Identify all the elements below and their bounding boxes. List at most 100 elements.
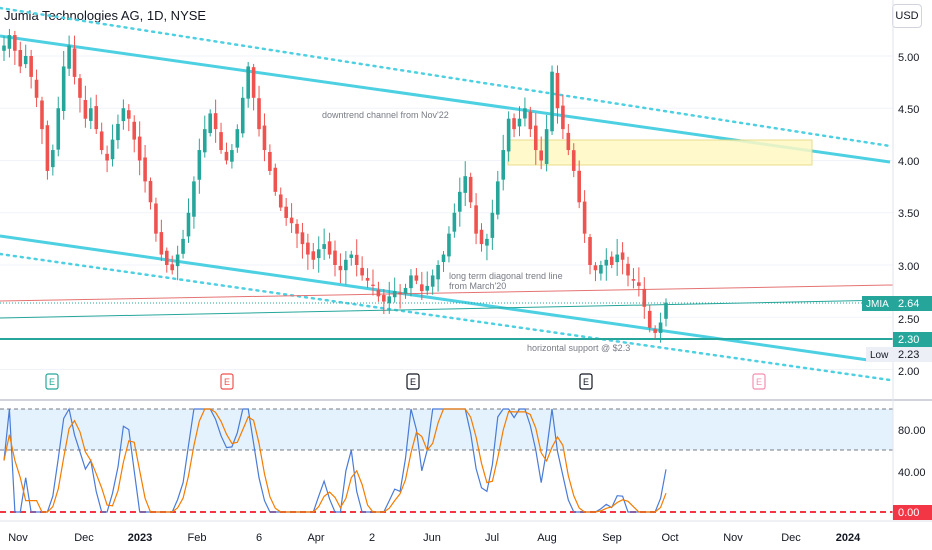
candle — [213, 113, 218, 130]
candle — [34, 79, 39, 98]
candle — [23, 56, 28, 65]
candle — [159, 232, 164, 255]
candle — [620, 252, 625, 260]
earnings-marker-3[interactable]: E — [406, 373, 420, 390]
candle — [121, 108, 126, 122]
low-label: Low — [870, 350, 889, 361]
candle — [479, 229, 484, 245]
channel-upper-dotted-line[interactable] — [0, 6, 892, 148]
support-price-label[interactable]: 2.30 — [893, 332, 932, 347]
candle — [13, 35, 17, 51]
candle — [420, 284, 424, 292]
candle — [7, 35, 12, 49]
candle — [599, 265, 603, 274]
candle — [67, 45, 71, 69]
candle — [56, 108, 61, 150]
candle — [501, 150, 506, 180]
candle — [414, 275, 419, 281]
candle — [533, 125, 538, 151]
candle — [447, 233, 451, 257]
candle — [257, 98, 261, 130]
candle — [127, 110, 131, 119]
x-tick-label: Sep — [602, 532, 622, 544]
candle — [571, 150, 576, 171]
support-value-label: 2.30 — [898, 334, 919, 346]
candle — [78, 78, 82, 98]
candle — [577, 170, 581, 203]
candle — [311, 251, 316, 260]
candle — [208, 113, 212, 134]
candle — [273, 167, 278, 192]
y-tick-label: 5.00 — [898, 52, 919, 64]
candle — [637, 282, 641, 286]
candle — [181, 238, 185, 254]
candle — [398, 292, 402, 295]
resistance-zone[interactable] — [507, 139, 813, 166]
candle — [316, 249, 321, 259]
candle — [94, 106, 99, 130]
candle — [566, 132, 571, 151]
oscillator-value-label[interactable]: 0.00 — [893, 505, 932, 520]
candle — [436, 265, 440, 280]
earnings-marker-5[interactable]: E — [752, 373, 766, 390]
low-value-label: 2.23 — [898, 349, 919, 361]
candle — [132, 121, 137, 140]
candle — [300, 232, 305, 245]
channel-lower-line[interactable] — [0, 234, 869, 362]
low-price-label[interactable]: Low 2.23 — [866, 347, 932, 362]
candle — [664, 302, 668, 319]
x-tick-label: Jun — [423, 532, 441, 544]
time-axis[interactable]: Nov Dec 2023 Feb 6 Apr 2 Jun Jul Aug Sep Oct Nov Dec 2… — [8, 532, 861, 544]
candle — [219, 132, 223, 151]
earnings-marker-label: E — [49, 377, 55, 387]
annotation-trend-line-2: from March'20 — [449, 281, 506, 291]
candle — [116, 123, 120, 141]
candle — [653, 329, 657, 333]
oscillator-k-line — [3, 407, 667, 513]
last-price-label: 2.64 — [898, 298, 919, 310]
candle — [240, 97, 245, 134]
candle — [61, 66, 66, 112]
candle — [175, 254, 180, 267]
x-tick-label: Nov — [8, 532, 28, 544]
symbol-price-label[interactable]: JMIA 2.64 — [862, 296, 932, 311]
candle — [463, 176, 468, 193]
candle — [528, 111, 533, 130]
candle — [284, 206, 288, 218]
currency-selector[interactable]: USD — [892, 4, 922, 28]
candle — [555, 72, 560, 109]
oscillator-d-line — [3, 408, 667, 513]
channel-lower-dotted-line[interactable] — [0, 252, 892, 382]
y-tick-label: 2.50 — [898, 314, 919, 326]
x-tick-label: 2 — [369, 532, 375, 544]
y-tick-label: 4.00 — [898, 156, 919, 168]
candle — [539, 150, 543, 161]
candle — [186, 212, 191, 237]
candle — [170, 264, 175, 271]
price-axis[interactable]: 5.00 4.50 4.00 3.50 3.00 2.50 2.00 — [898, 52, 919, 378]
candle — [360, 267, 364, 276]
annotation-support: horizontal support @ $2.3 — [527, 343, 630, 353]
candle — [615, 254, 619, 263]
y-tick-label: 3.00 — [898, 261, 919, 273]
candles — [2, 28, 668, 343]
osc-y-tick-label: 80.00 — [898, 425, 926, 437]
earnings-marker-4[interactable]: E — [579, 373, 593, 390]
candle — [251, 67, 256, 98]
annotation-trend-line-1: long term diagonal trend line — [449, 271, 563, 281]
x-tick-label: Apr — [307, 532, 324, 544]
earnings-marker-2[interactable]: E — [220, 373, 234, 390]
earnings-marker-label: E — [756, 377, 762, 387]
candle — [164, 250, 169, 265]
earnings-marker-1[interactable]: E — [45, 373, 59, 390]
candle — [278, 194, 283, 208]
oscillator-axis[interactable]: 80.00 40.00 — [898, 425, 926, 479]
long-term-trend-line[interactable] — [0, 284, 894, 302]
candle — [137, 136, 142, 161]
candle — [392, 291, 397, 298]
candle — [403, 287, 408, 294]
candle — [647, 310, 652, 328]
candle — [376, 289, 381, 297]
candle — [192, 181, 196, 217]
